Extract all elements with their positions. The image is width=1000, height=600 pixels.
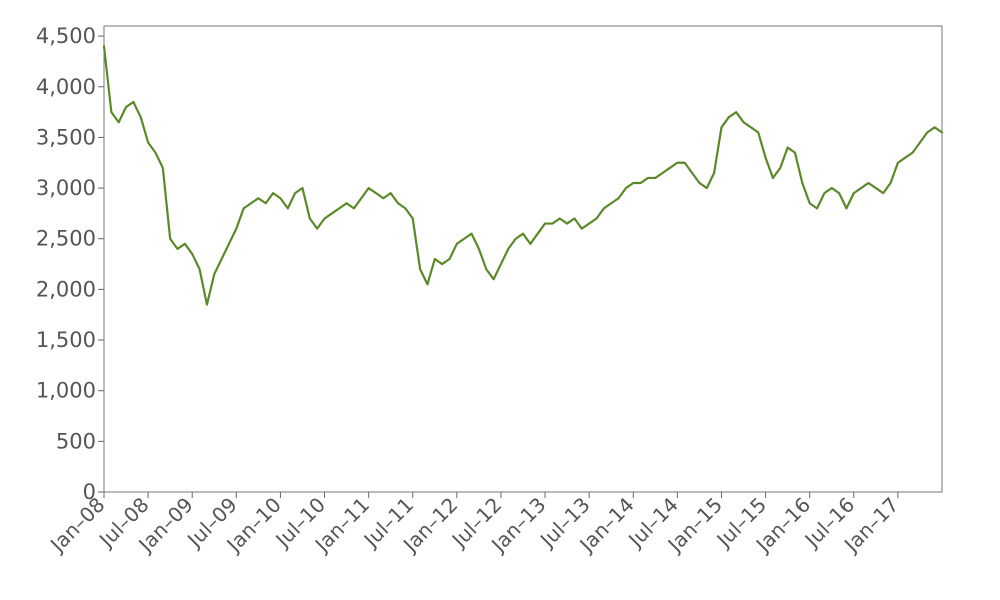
y-tick-label: 500 <box>56 429 96 453</box>
y-tick-label: 0 <box>83 480 96 504</box>
series-layer <box>102 45 944 306</box>
plot-area-frame <box>103 25 943 493</box>
y-tick-label: 1,500 <box>36 328 96 352</box>
y-tick-label: 1,000 <box>36 379 96 403</box>
y-axis: 0 500 1,000 1,500 2,000 2,500 3,000 3,500 4,000 4… <box>36 24 105 504</box>
x-axis: Jan–08Jul–08Jan–09Jul–09Jan–10Jul–10Jan–… <box>44 491 942 558</box>
y-tick-label: 4,000 <box>36 75 96 99</box>
series-line-0 <box>102 45 944 306</box>
y-tick-label: 2,000 <box>36 277 96 301</box>
y-tick-label: 2,500 <box>36 227 96 251</box>
x-tick-label: Jan–08 <box>44 493 109 558</box>
y-tick-label: 3,000 <box>36 176 96 200</box>
y-tick-label: 4,500 <box>36 24 96 48</box>
y-tick-label: 3,500 <box>36 125 96 149</box>
